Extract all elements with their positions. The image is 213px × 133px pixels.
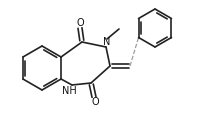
Text: NH: NH [62, 86, 76, 96]
Text: O: O [91, 97, 99, 107]
Text: N: N [103, 37, 111, 47]
Text: O: O [76, 18, 84, 28]
